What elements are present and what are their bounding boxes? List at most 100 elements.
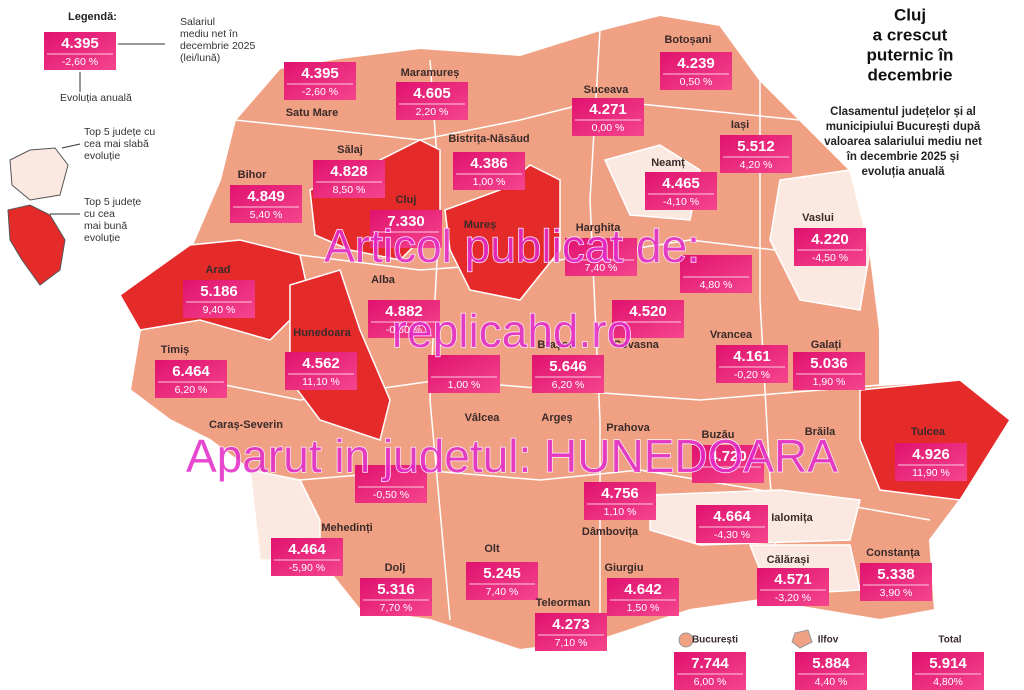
county-name: Tulcea	[911, 426, 946, 438]
annual-change: -2,60 %	[302, 86, 338, 98]
value-box	[565, 238, 637, 276]
county-name: Ialomița	[771, 512, 813, 524]
salary-note: mediu net în	[180, 28, 238, 40]
salary-value: 4.926	[912, 446, 950, 463]
salary-value: 5.186	[200, 283, 238, 300]
county-name: Argeș	[541, 412, 572, 424]
annual-change: 1,90 %	[813, 376, 846, 388]
subtitle-line: evoluția anuală	[861, 166, 945, 178]
legend-heading: Legendă:	[68, 11, 117, 23]
county-name: Dolj	[385, 562, 406, 574]
salary-value: 5.245	[483, 565, 521, 582]
annual-change: 4,20 %	[740, 159, 773, 171]
value-box	[660, 52, 732, 90]
county-name: Vrancea	[710, 329, 753, 341]
county-name: Giurgiu	[604, 562, 643, 574]
salary-value: 4.520	[629, 303, 667, 320]
value-box	[645, 172, 717, 210]
salary-value: 4.161	[733, 348, 771, 365]
value-box	[895, 443, 967, 481]
salary-value: 4.220	[811, 231, 849, 248]
annual-change: -0,50 %	[373, 489, 409, 501]
value-box	[912, 652, 984, 690]
annual-change: 7,40 %	[585, 262, 618, 274]
value-box	[284, 62, 356, 100]
salary-note: decembrie 2025	[180, 40, 255, 52]
annual-change: 6,20 %	[175, 384, 208, 396]
value-box	[794, 228, 866, 266]
county-name: Olt	[484, 543, 500, 555]
salary-value: 5.338	[877, 566, 915, 583]
salary-value: 4.571	[774, 571, 812, 588]
value-box	[795, 652, 867, 690]
value-box	[453, 152, 525, 190]
county-name: Satu Mare	[286, 107, 339, 119]
watermark: Articol publicat de:	[324, 220, 700, 272]
salary-value: 7.744	[691, 655, 729, 672]
annual-change: 8,50 %	[333, 184, 366, 196]
salary-note: Salariul	[180, 16, 215, 28]
worst-note: cea mai slabă	[84, 138, 149, 150]
value-box	[720, 135, 792, 173]
extra-name: Ilfov	[818, 635, 839, 646]
county-name: Brașov	[537, 339, 575, 351]
annual-change: -5,90 %	[289, 562, 325, 574]
salary-value: 7.330	[387, 213, 425, 230]
annual-change: 9,40 %	[203, 304, 236, 316]
county-name: Neamț	[651, 157, 685, 169]
title-line: decembrie	[867, 65, 952, 84]
worst-note: Top 5 județe cu	[84, 126, 155, 138]
county-name: Maramureș	[401, 67, 460, 79]
salary-value: 4.386	[470, 155, 508, 172]
value-box	[572, 98, 644, 136]
county-name: Brăila	[805, 426, 836, 438]
best-note: Top 5 județe	[84, 196, 141, 208]
annual-change: 1,10 %	[604, 506, 637, 518]
title-line: a crescut	[873, 25, 948, 44]
value-box	[716, 345, 788, 383]
salary-value: 5.914	[929, 655, 967, 672]
salary-note: (lei/lună)	[180, 52, 220, 64]
annual-change: -3,20 %	[775, 592, 811, 604]
annual-change: 5,40 %	[250, 209, 283, 221]
annual-change: -4,30 %	[714, 529, 750, 541]
annual-change: 1,00 %	[448, 379, 481, 391]
extra-name: București	[692, 635, 738, 646]
annual-change: -4,10 %	[663, 196, 699, 208]
county-name: Mehedinți	[321, 522, 372, 534]
salary-value: 5.036	[810, 355, 848, 372]
annual-change: 7,10 %	[555, 637, 588, 649]
county-name: Iași	[731, 119, 749, 131]
subtitle-line: în decembrie 2025 și	[846, 151, 960, 163]
county-name: Călărași	[767, 554, 810, 566]
salary-value: 5.884	[812, 655, 850, 672]
subtitle-line: valoarea salariului mediu net	[824, 136, 982, 148]
salary-value: 4.271	[589, 101, 627, 118]
salary-value: 5.316	[377, 581, 415, 598]
best-note: mai bună	[84, 220, 127, 232]
annual-change: 3,90 %	[880, 587, 913, 599]
value-box	[370, 210, 442, 248]
annual-change: 4,80 %	[700, 279, 733, 291]
annual-change: 4,80%	[933, 676, 963, 688]
salary-value: 4.395	[301, 65, 339, 82]
value-box	[532, 355, 604, 393]
salary-value: 4.720	[709, 448, 747, 465]
salary-value: 4.395	[61, 35, 99, 52]
value-box	[535, 613, 607, 651]
title-line: Cluj	[894, 5, 926, 24]
legend-best-icon	[7, 204, 66, 286]
annual-change: 4,40 %	[815, 676, 848, 688]
value-box	[155, 360, 227, 398]
best-note: evoluție	[84, 232, 120, 244]
annual-change: 0,50 %	[680, 76, 713, 88]
county-name: Dâmbovița	[582, 526, 639, 538]
county-name: Suceava	[584, 84, 630, 96]
value-box	[428, 355, 500, 393]
value-box	[612, 300, 684, 338]
value-box	[271, 538, 343, 576]
value-box	[607, 578, 679, 616]
salary-value: 4.562	[302, 355, 340, 372]
annual-change: -0,20 %	[734, 369, 770, 381]
